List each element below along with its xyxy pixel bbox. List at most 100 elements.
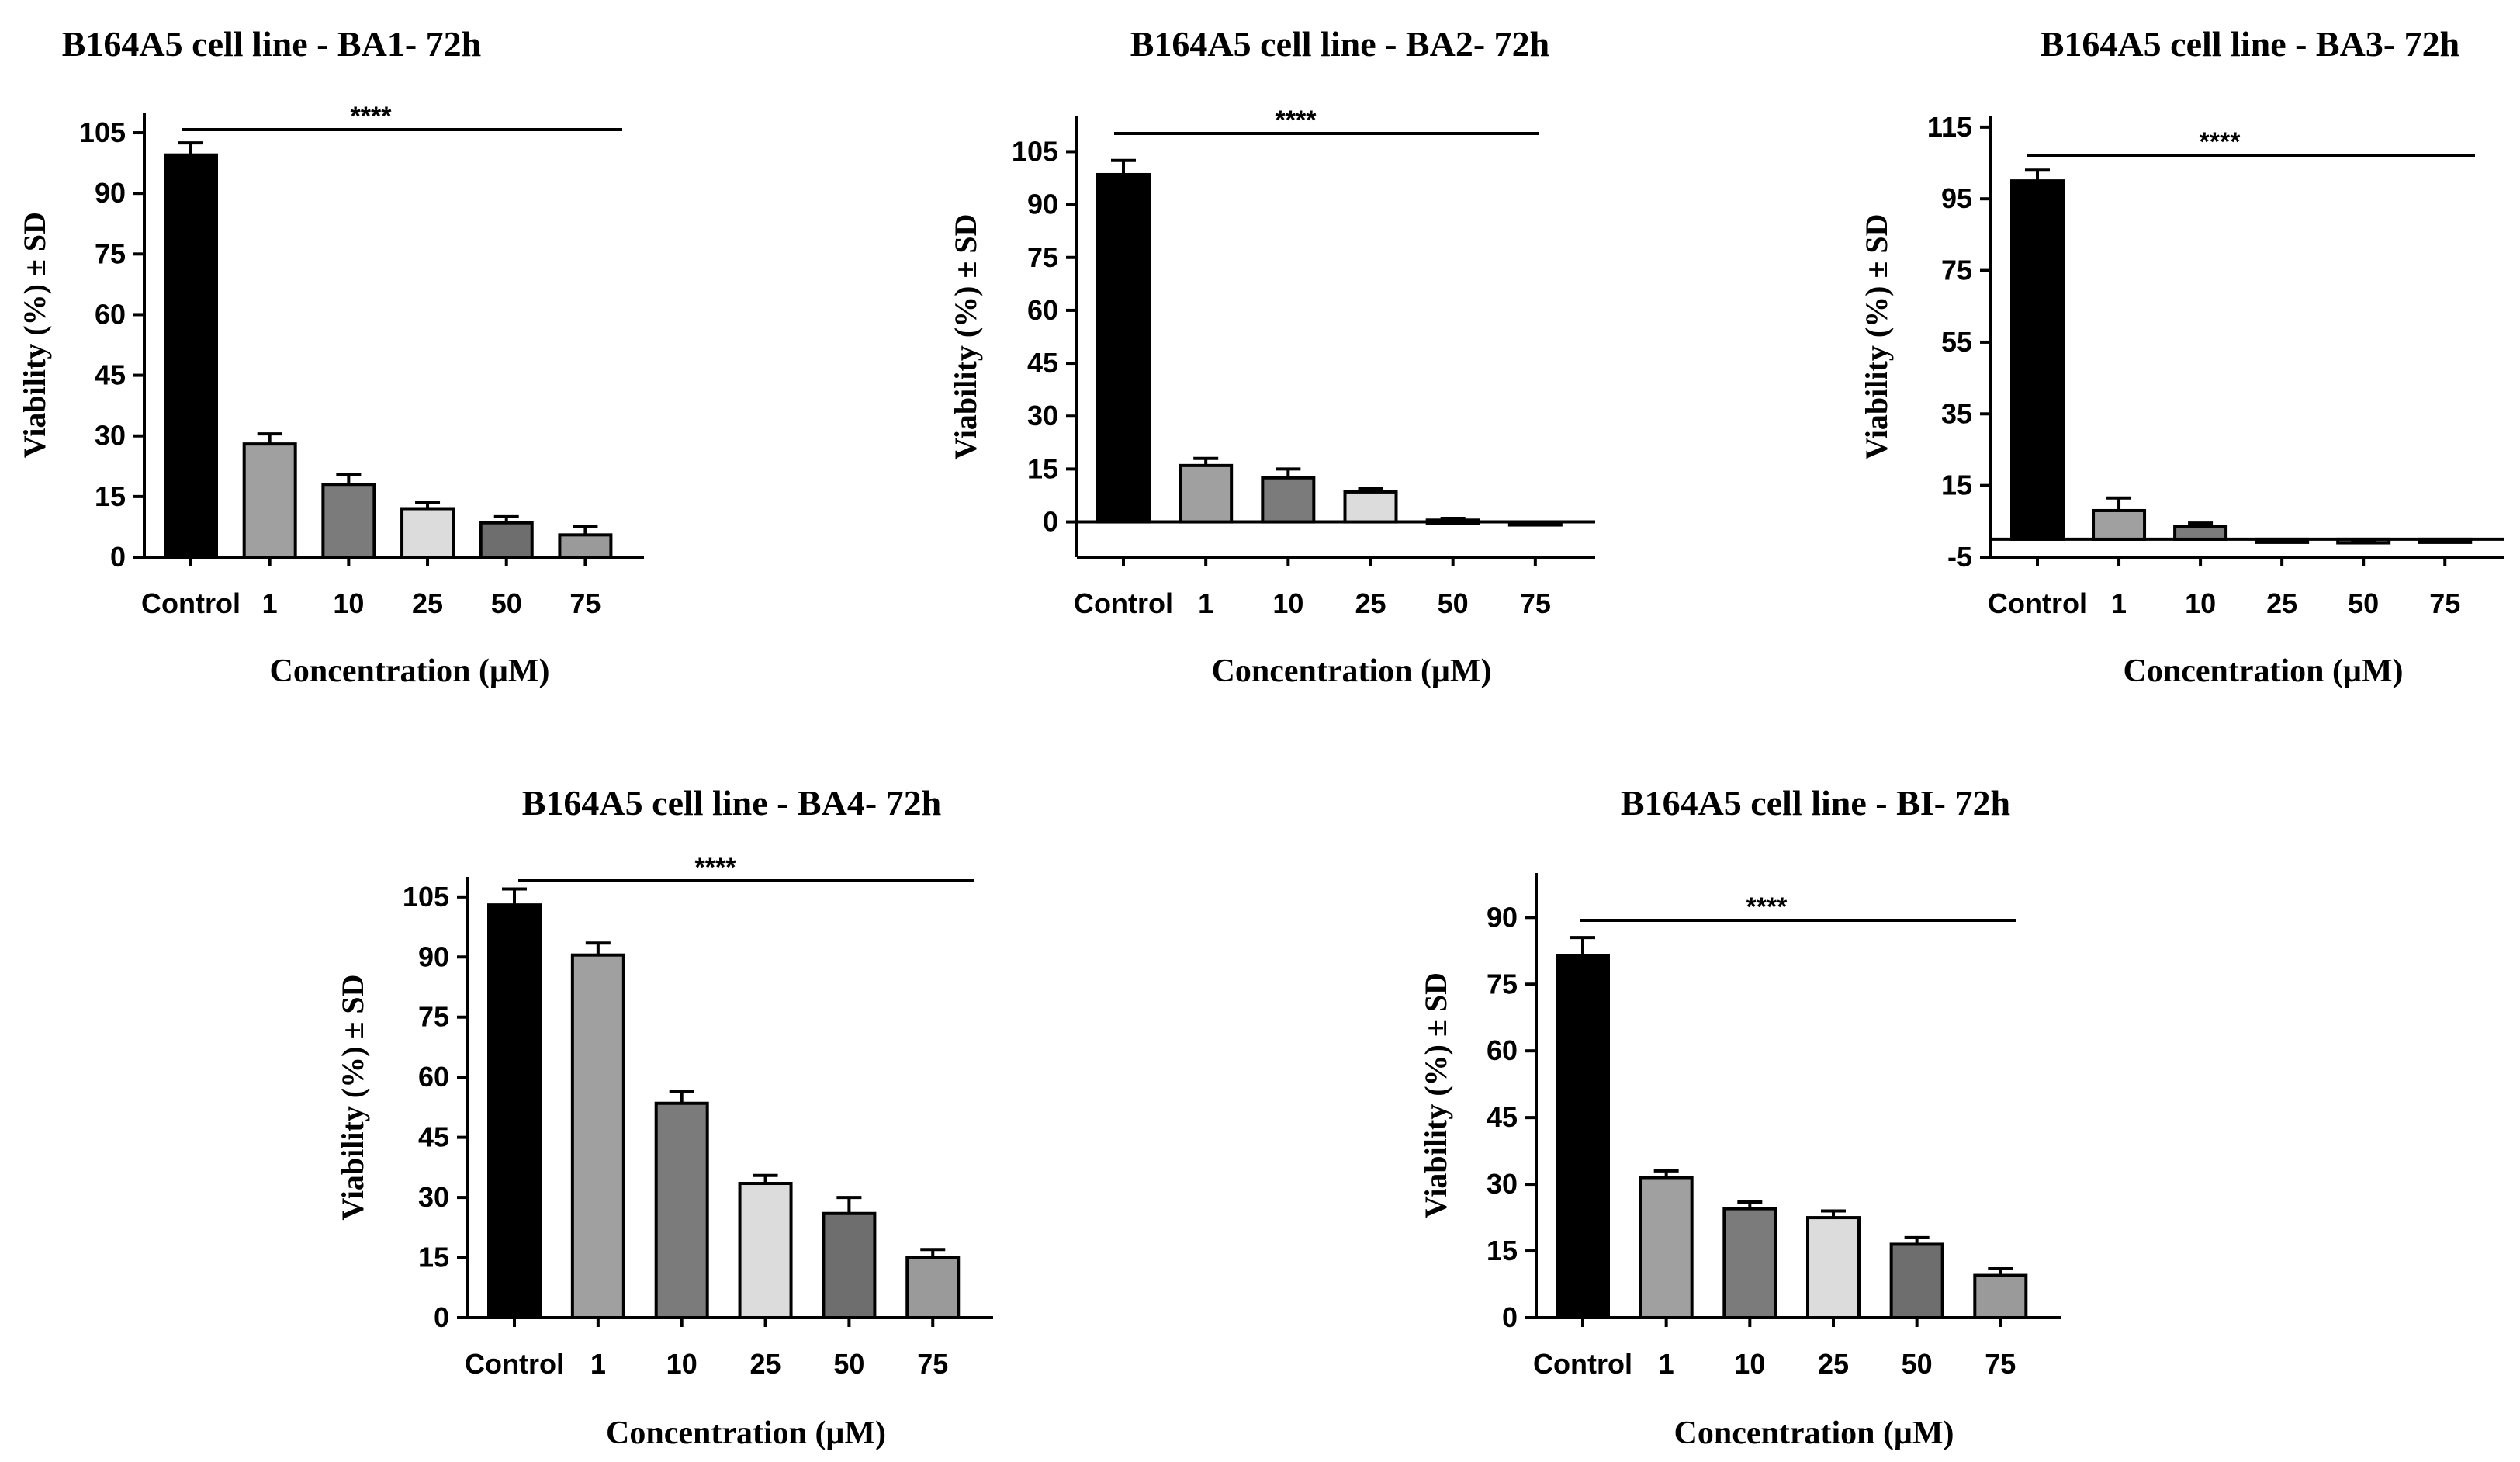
- x-tick-label: Control: [1988, 587, 2087, 619]
- y-tick-label: 45: [1487, 1101, 1518, 1133]
- y-tick-label: -5: [1947, 541, 1972, 573]
- significance-label: ****: [2200, 127, 2241, 157]
- bar-50: [479, 521, 534, 559]
- y-tick-label: 35: [1941, 397, 1972, 429]
- chart-ba4: B164A5 cell line - BA4- 72h 0 15 30 45 60 75 90…: [335, 783, 993, 1451]
- y-tick-label: 95: [1941, 182, 1972, 214]
- y-tick-label: 0: [434, 1301, 449, 1333]
- bar-10: [2173, 525, 2228, 541]
- x-tick-label: 10: [1734, 1348, 1765, 1380]
- x-axis-label: Concentration (μM): [2124, 653, 2404, 689]
- significance-label: ****: [695, 853, 737, 882]
- x-tick-label: 25: [1355, 587, 1386, 619]
- y-tick-label: 105: [79, 116, 126, 148]
- chart-title: B164A5 cell line - BA4- 72h: [522, 783, 941, 823]
- y-tick-label: 75: [1487, 968, 1518, 999]
- x-axis-label: Concentration (μM): [606, 1415, 886, 1451]
- y-tick-label: 0: [110, 541, 126, 573]
- chart-title: B164A5 cell line - BA2- 72h: [1130, 24, 1549, 64]
- y-tick-label: 30: [95, 420, 126, 452]
- x-tick-label: Control: [141, 587, 241, 619]
- y-tick-label: 75: [1027, 241, 1058, 273]
- y-tick-label: 115: [1927, 111, 1972, 143]
- bar-1: [242, 442, 297, 559]
- x-tick-label: Control: [1533, 1348, 1632, 1380]
- y-tick-label: 0: [1502, 1301, 1518, 1333]
- y-tick-label: 75: [1941, 255, 1972, 286]
- y-tick-label: 15: [95, 480, 126, 512]
- y-tick-label: 60: [418, 1061, 449, 1093]
- chart-title: B164A5 cell line - BA3- 72h: [2041, 24, 2459, 64]
- y-tick-label: 45: [418, 1121, 449, 1153]
- bar-control: [1556, 954, 1610, 1319]
- y-tick-label: 105: [403, 881, 449, 913]
- bar-1: [2092, 508, 2147, 541]
- chart-ba2: B164A5 cell line - BA2- 72h 0 15 30 45 60 75 90…: [948, 24, 1595, 689]
- x-tick-label: Control: [465, 1348, 564, 1380]
- chart-title: B164A5 cell line - BI- 72h: [1621, 783, 2010, 823]
- y-tick-label: 60: [1027, 294, 1058, 326]
- y-tick-label: 45: [1027, 347, 1058, 379]
- bar-25: [1805, 1216, 1861, 1319]
- y-tick-label: 15: [1941, 469, 1972, 501]
- y-axis-label: Viability (%) ± SD: [1418, 972, 1453, 1218]
- x-tick-label: 75: [569, 587, 601, 619]
- x-tick-label: 1: [590, 1348, 606, 1380]
- chart-ba3: B164A5 cell line - BA3- 72h -5 15 35 55 75 95 1…: [1859, 24, 2504, 689]
- x-tick-label: 75: [1985, 1348, 2016, 1380]
- x-tick-label: 75: [2429, 587, 2460, 619]
- bar-10: [321, 483, 376, 560]
- x-tick-label: 1: [1659, 1348, 1674, 1380]
- y-tick-label: 75: [418, 1001, 449, 1033]
- bar-10: [654, 1101, 709, 1320]
- x-tick-label: 25: [2266, 587, 2297, 619]
- y-tick-label: 45: [95, 359, 126, 391]
- x-tick-label: 25: [1818, 1348, 1849, 1380]
- bar-1: [1639, 1176, 1694, 1319]
- x-tick-label: 10: [333, 587, 364, 619]
- y-tick-label: 30: [418, 1181, 449, 1213]
- bar-75: [558, 533, 613, 559]
- x-axis-label: Concentration (μM): [270, 653, 550, 689]
- bar-25: [738, 1182, 793, 1319]
- x-tick-label: 50: [491, 587, 522, 619]
- y-tick-label: 55: [1941, 326, 1972, 358]
- y-tick-label: 15: [1027, 452, 1058, 484]
- y-tick-label: 90: [418, 941, 449, 972]
- y-tick-label: 30: [1027, 400, 1058, 431]
- y-tick-label: 75: [95, 237, 126, 269]
- bar-control: [487, 903, 542, 1320]
- bar-75: [905, 1256, 961, 1319]
- x-tick-label: 50: [1902, 1348, 1933, 1380]
- y-axis-label: Viability (%) ± SD: [335, 974, 370, 1220]
- x-tick-label: 50: [2348, 587, 2379, 619]
- y-tick-label: 60: [95, 298, 126, 330]
- x-tick-label: 25: [750, 1348, 781, 1380]
- y-tick-label: 90: [95, 177, 126, 209]
- significance-label: ****: [351, 102, 393, 131]
- chart-bi: B164A5 cell line - BI- 72h 0 15 30 45 60 75 90 V…: [1418, 783, 2061, 1451]
- y-axis-label: Viability (%) ± SD: [948, 213, 983, 459]
- significance-label: ****: [1746, 892, 1788, 922]
- x-tick-label: 75: [917, 1348, 948, 1380]
- bar-10: [1722, 1207, 1778, 1319]
- x-tick-label: 1: [262, 587, 278, 619]
- bar-50: [1425, 518, 1480, 525]
- x-tick-label: 25: [412, 587, 443, 619]
- bar-25: [400, 507, 455, 559]
- bar-1: [570, 953, 625, 1319]
- x-axis-label: Concentration (μM): [1212, 653, 1492, 689]
- x-tick-label: 1: [2111, 587, 2127, 619]
- chart-ba1: B164A5 cell line - BA1- 72h 0 15 30 45 60 75 90…: [17, 24, 644, 689]
- bar-control: [2010, 179, 2065, 541]
- y-tick-label: 60: [1487, 1034, 1518, 1066]
- x-tick-label: 10: [1272, 587, 1303, 619]
- bar-50: [1889, 1242, 1944, 1319]
- y-tick-label: 90: [1027, 189, 1058, 220]
- x-tick-label: 10: [2185, 587, 2216, 619]
- x-tick-label: Control: [1074, 587, 1173, 619]
- x-tick-label: 75: [1520, 587, 1551, 619]
- x-tick-label: 1: [1198, 587, 1213, 619]
- y-tick-label: 15: [418, 1242, 449, 1273]
